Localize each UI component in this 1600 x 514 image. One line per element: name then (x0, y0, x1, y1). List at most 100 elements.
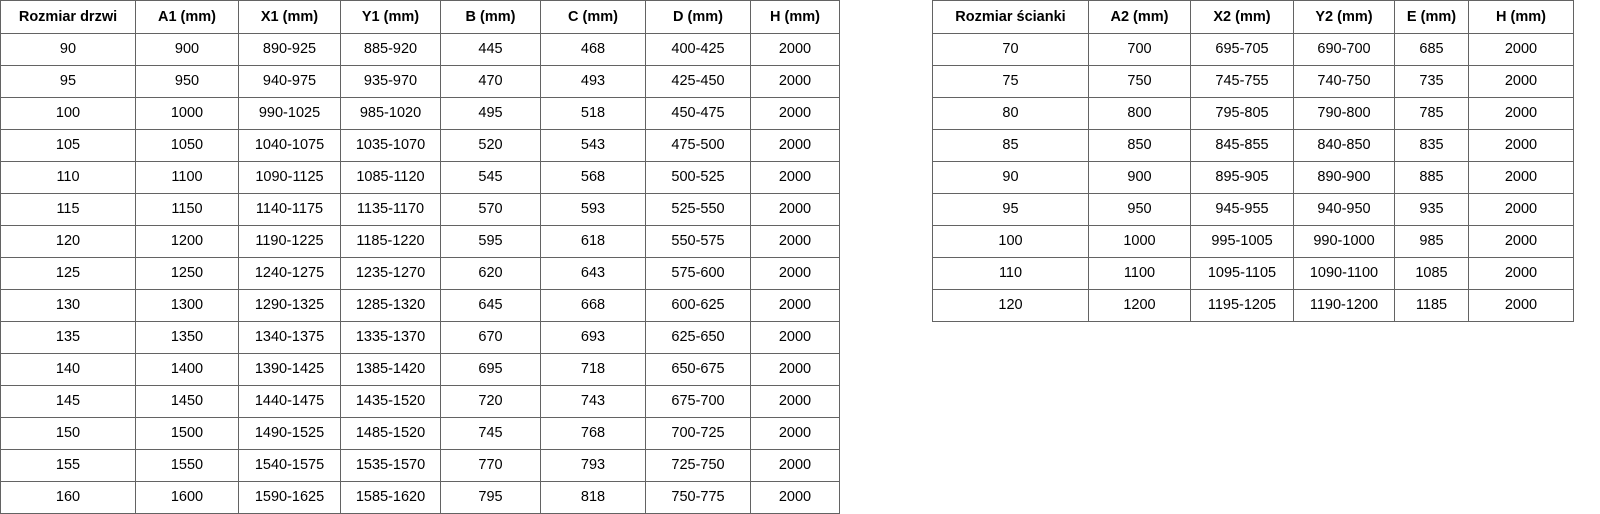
table-row: 130 1300 1290-1325 1285-1320 645 668 600… (0, 289, 840, 322)
cell-c: 743 (540, 385, 646, 418)
cell-a1: 1450 (135, 385, 239, 418)
cell-x2: 1195-1205 (1190, 289, 1294, 322)
cell-x1: 1590-1625 (238, 481, 341, 514)
cell-x2: 695-705 (1190, 33, 1294, 66)
cell-b: 745 (440, 417, 541, 450)
cell-a2: 750 (1088, 65, 1191, 98)
table-row: 100 1000 990-1025 985-1020 495 518 450-4… (0, 97, 840, 130)
cell-d: 600-625 (645, 289, 751, 322)
walls-dimensions-table: Rozmiar ścianki A2 (mm) X2 (mm) Y2 (mm) … (932, 0, 1574, 322)
doors-table-body: 90 900 890-925 885-920 445 468 400-425 2… (0, 33, 840, 514)
cell-rozmiar-drzwi: 115 (0, 193, 136, 226)
table-row: 150 1500 1490-1525 1485-1520 745 768 700… (0, 417, 840, 450)
cell-b: 595 (440, 225, 541, 258)
cell-a2: 700 (1088, 33, 1191, 66)
column-header-rozmiar-scianki: Rozmiar ścianki (932, 0, 1089, 34)
cell-c: 468 (540, 33, 646, 66)
cell-d: 725-750 (645, 449, 751, 482)
table-row: 90 900 895-905 890-900 885 2000 (932, 161, 1574, 194)
cell-y1: 1485-1520 (340, 417, 441, 450)
cell-a2: 1000 (1088, 225, 1191, 258)
cell-h: 2000 (750, 481, 840, 514)
cell-a1: 1100 (135, 161, 239, 194)
cell-y1: 1235-1270 (340, 257, 441, 290)
cell-y1: 1135-1170 (340, 193, 441, 226)
cell-d: 700-725 (645, 417, 751, 450)
column-header-y2: Y2 (mm) (1293, 0, 1395, 34)
cell-y1: 935-970 (340, 65, 441, 98)
cell-y2: 940-950 (1293, 193, 1395, 226)
cell-e: 1085 (1394, 257, 1469, 290)
cell-a1: 1400 (135, 353, 239, 386)
cell-y1: 1535-1570 (340, 449, 441, 482)
table-row: 95 950 940-975 935-970 470 493 425-450 2… (0, 65, 840, 98)
table-row: 80 800 795-805 790-800 785 2000 (932, 97, 1574, 130)
table-row: 85 850 845-855 840-850 835 2000 (932, 129, 1574, 162)
cell-d: 750-775 (645, 481, 751, 514)
cell-rozmiar-drzwi: 125 (0, 257, 136, 290)
cell-rozmiar-drzwi: 120 (0, 225, 136, 258)
cell-y1: 1085-1120 (340, 161, 441, 194)
cell-x2: 1095-1105 (1190, 257, 1294, 290)
cell-y2: 890-900 (1293, 161, 1395, 194)
cell-a1: 1350 (135, 321, 239, 354)
cell-c: 543 (540, 129, 646, 162)
cell-y2: 1090-1100 (1293, 257, 1395, 290)
cell-d: 575-600 (645, 257, 751, 290)
cell-e: 735 (1394, 65, 1469, 98)
cell-x1: 1340-1375 (238, 321, 341, 354)
table-row: 140 1400 1390-1425 1385-1420 695 718 650… (0, 353, 840, 386)
cell-a1: 1200 (135, 225, 239, 258)
cell-rozmiar-scianki: 85 (932, 129, 1089, 162)
cell-h: 2000 (1468, 161, 1574, 194)
cell-x1: 1540-1575 (238, 449, 341, 482)
cell-h: 2000 (750, 33, 840, 66)
cell-c: 768 (540, 417, 646, 450)
table-row: 110 1100 1090-1125 1085-1120 545 568 500… (0, 161, 840, 194)
table-row: 120 1200 1195-1205 1190-1200 1185 2000 (932, 289, 1574, 322)
cell-y1: 1185-1220 (340, 225, 441, 258)
column-header-d: D (mm) (645, 0, 751, 34)
cell-x1: 1240-1275 (238, 257, 341, 290)
cell-b: 720 (440, 385, 541, 418)
cell-y1: 1585-1620 (340, 481, 441, 514)
cell-d: 525-550 (645, 193, 751, 226)
cell-x1: 1140-1175 (238, 193, 341, 226)
cell-b: 670 (440, 321, 541, 354)
table-row: 135 1350 1340-1375 1335-1370 670 693 625… (0, 321, 840, 354)
cell-h: 2000 (750, 417, 840, 450)
cell-x1: 1290-1325 (238, 289, 341, 322)
doors-table-header: Rozmiar drzwi A1 (mm) X1 (mm) Y1 (mm) B … (0, 0, 840, 34)
cell-x1: 1390-1425 (238, 353, 341, 386)
cell-rozmiar-drzwi: 160 (0, 481, 136, 514)
cell-e: 885 (1394, 161, 1469, 194)
table-row: 125 1250 1240-1275 1235-1270 620 643 575… (0, 257, 840, 290)
cell-rozmiar-scianki: 90 (932, 161, 1089, 194)
cell-b: 795 (440, 481, 541, 514)
cell-a2: 800 (1088, 97, 1191, 130)
cell-y1: 885-920 (340, 33, 441, 66)
cell-a1: 1300 (135, 289, 239, 322)
cell-rozmiar-scianki: 80 (932, 97, 1089, 130)
table-row: 75 750 745-755 740-750 735 2000 (932, 65, 1574, 98)
cell-h: 2000 (1468, 129, 1574, 162)
cell-c: 668 (540, 289, 646, 322)
cell-e: 785 (1394, 97, 1469, 130)
cell-rozmiar-drzwi: 110 (0, 161, 136, 194)
table-row: 145 1450 1440-1475 1435-1520 720 743 675… (0, 385, 840, 418)
cell-x2: 795-805 (1190, 97, 1294, 130)
cell-c: 568 (540, 161, 646, 194)
cell-rozmiar-scianki: 110 (932, 257, 1089, 290)
cell-x1: 940-975 (238, 65, 341, 98)
cell-rozmiar-drzwi: 145 (0, 385, 136, 418)
table-row: 110 1100 1095-1105 1090-1100 1085 2000 (932, 257, 1574, 290)
cell-y2: 690-700 (1293, 33, 1395, 66)
cell-x2: 845-855 (1190, 129, 1294, 162)
cell-a2: 850 (1088, 129, 1191, 162)
table-row: 90 900 890-925 885-920 445 468 400-425 2… (0, 33, 840, 66)
cell-x1: 1090-1125 (238, 161, 341, 194)
cell-c: 718 (540, 353, 646, 386)
cell-h: 2000 (750, 385, 840, 418)
walls-table-body: 70 700 695-705 690-700 685 2000 75 750 7… (932, 33, 1574, 322)
cell-h: 2000 (750, 225, 840, 258)
